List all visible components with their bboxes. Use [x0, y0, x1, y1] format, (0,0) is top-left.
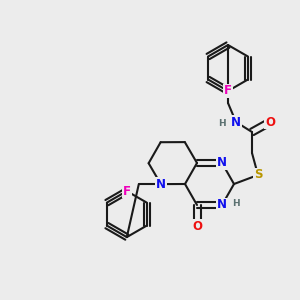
Text: H: H: [232, 199, 240, 208]
Text: N: N: [217, 199, 227, 212]
Text: N: N: [217, 157, 227, 169]
Text: N: N: [231, 116, 241, 128]
Text: S: S: [254, 169, 262, 182]
Text: O: O: [192, 220, 202, 232]
Text: F: F: [224, 85, 232, 98]
Text: N: N: [156, 178, 166, 190]
Text: O: O: [265, 116, 275, 128]
Text: H: H: [218, 119, 226, 128]
Text: F: F: [123, 184, 131, 198]
